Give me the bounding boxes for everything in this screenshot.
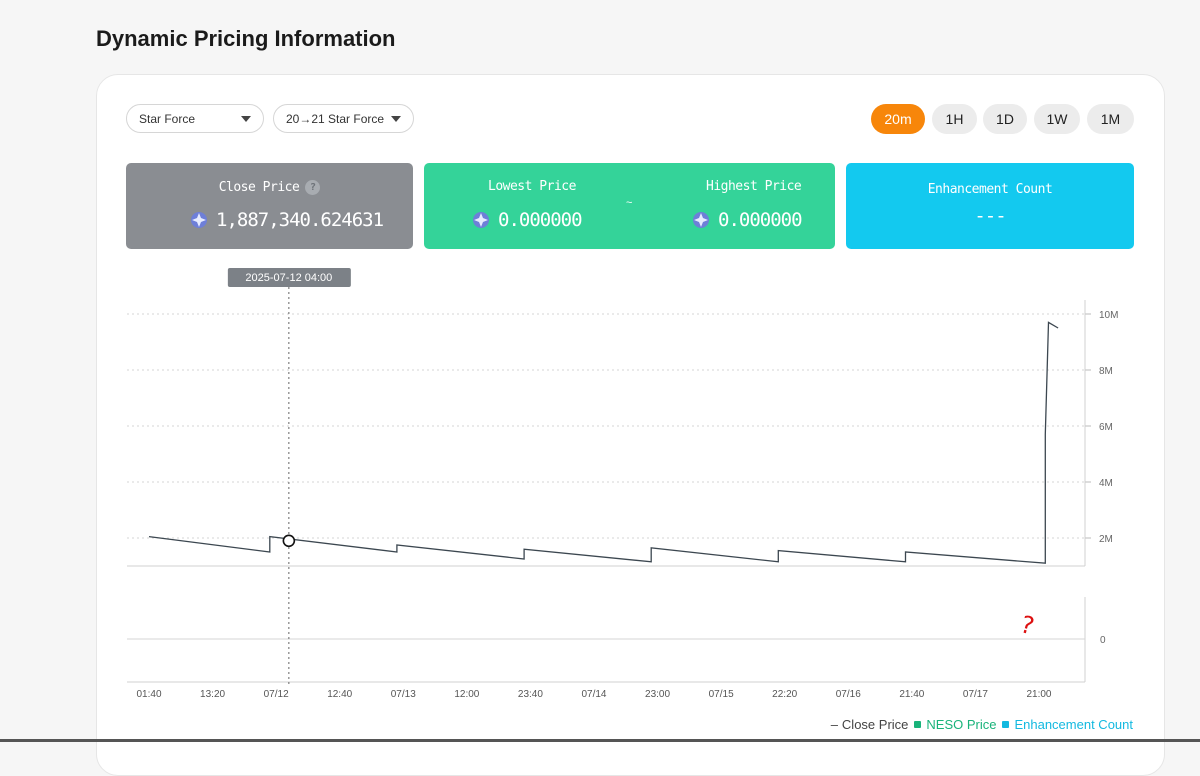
bottom-border <box>0 739 1200 742</box>
highest-price-value: 0.000000 <box>718 209 803 231</box>
enhancement-count-card: Enhancement Count --- <box>846 163 1134 249</box>
price-range-card: Lowest Price 0.000000 ~ Highest Price 0.… <box>424 163 835 249</box>
subcategory-select[interactable]: 20→21 Star Force <box>273 104 414 133</box>
lowest-price-value: 0.000000 <box>498 209 583 231</box>
range-1d-button[interactable]: 1D <box>983 104 1027 134</box>
subcategory-select-value: 20→21 Star Force <box>286 111 385 126</box>
neso-coin-icon <box>191 212 207 228</box>
neso-coin-icon <box>473 212 489 228</box>
range-1m-button[interactable]: 1M <box>1087 104 1134 134</box>
lowest-price-label: Lowest Price <box>488 179 576 194</box>
help-icon[interactable]: ? <box>305 180 321 195</box>
highest-price-label: Highest Price <box>706 179 802 194</box>
chevron-down-icon <box>391 115 401 122</box>
chevron-down-icon <box>241 115 251 122</box>
chart-legend: – Close Price NESO Price Enhancement Coun… <box>831 717 1133 732</box>
range-tilde: ~ <box>626 197 633 209</box>
enhancement-count-value: --- <box>974 205 1006 227</box>
legend-close-price[interactable]: – Close Price <box>830 717 909 732</box>
close-price-label: Close Price <box>218 180 300 195</box>
legend-neso-price[interactable]: NESO Price <box>914 717 996 732</box>
category-select-value: Star Force <box>139 111 196 126</box>
close-price-card: Close Price? 1,887,340.624631 <box>126 163 413 249</box>
enhancement-count-label: Enhancement Count <box>927 182 1053 197</box>
legend-enhancement-count[interactable]: Enhancement Count <box>1002 717 1133 732</box>
page-title: Dynamic Pricing Information <box>96 26 396 51</box>
range-1h-button[interactable]: 1H <box>932 104 977 134</box>
category-select[interactable]: Star Force <box>126 104 264 133</box>
close-price-value: 1,887,340.624631 <box>216 209 384 231</box>
range-20m-button[interactable]: 20m <box>871 104 925 134</box>
neso-coin-icon <box>693 212 709 228</box>
range-1w-button[interactable]: 1W <box>1034 104 1080 134</box>
